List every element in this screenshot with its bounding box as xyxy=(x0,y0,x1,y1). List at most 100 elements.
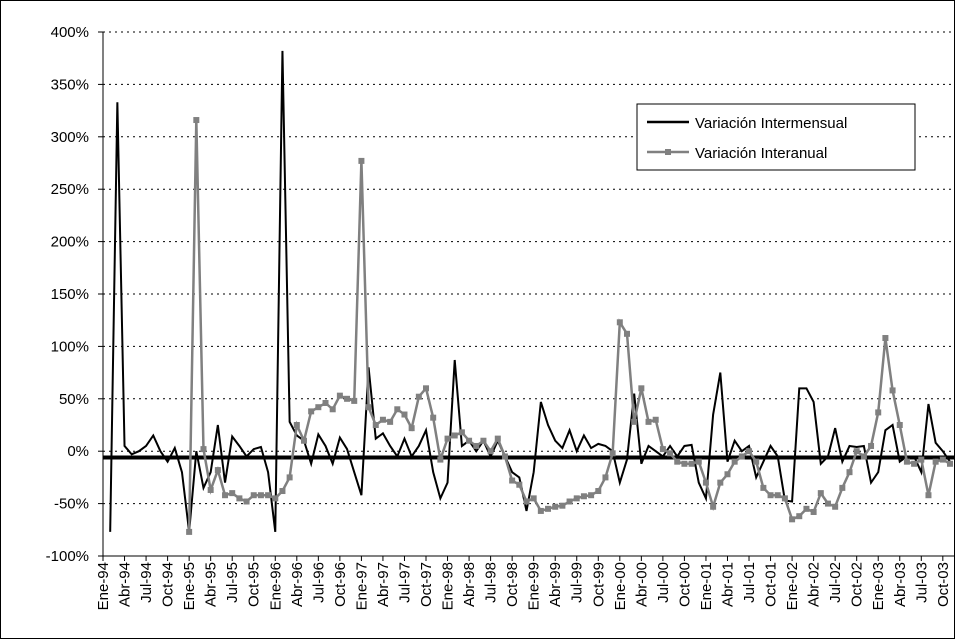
series-marker xyxy=(336,392,343,399)
x-tick-label: Abr-95 xyxy=(203,562,220,607)
legend-box xyxy=(636,103,916,171)
series-marker xyxy=(903,458,910,465)
series-marker xyxy=(803,505,810,512)
series-marker xyxy=(573,495,580,502)
x-tick-label: Ene-97 xyxy=(353,562,370,610)
series-marker xyxy=(875,409,882,416)
series-marker xyxy=(681,460,688,467)
y-tick-label: 0% xyxy=(67,443,89,460)
y-tick-label: 150% xyxy=(51,286,89,303)
series-marker xyxy=(229,490,236,497)
y-tick-label: 400% xyxy=(51,24,89,41)
series-marker xyxy=(279,488,286,495)
series-marker xyxy=(853,448,860,455)
series-marker xyxy=(315,404,322,411)
series-marker xyxy=(580,493,587,500)
series-marker xyxy=(738,453,745,460)
x-tick-label: Oct-03 xyxy=(935,562,952,607)
series-marker xyxy=(623,330,630,337)
series-marker xyxy=(846,469,853,476)
series-marker xyxy=(638,385,645,392)
y-tick-label: 200% xyxy=(51,234,89,251)
x-tick-label: Jul-00 xyxy=(655,562,672,603)
series-marker xyxy=(896,422,903,428)
series-marker xyxy=(494,435,501,442)
series-marker xyxy=(616,319,623,326)
x-tick-label: Oct-95 xyxy=(246,562,263,607)
series-marker xyxy=(588,492,595,499)
series-marker xyxy=(860,453,867,460)
series-marker xyxy=(724,471,731,478)
legend-marker xyxy=(665,149,671,155)
series-marker xyxy=(372,422,379,428)
series-marker xyxy=(243,498,250,505)
series-marker xyxy=(265,492,272,499)
series-marker xyxy=(509,477,516,484)
series-marker xyxy=(394,406,401,413)
series-marker xyxy=(781,495,788,502)
series-marker xyxy=(516,481,523,488)
x-tick-label: Ene-96 xyxy=(267,562,284,610)
y-tick-label: 100% xyxy=(51,338,89,355)
series-marker xyxy=(186,528,193,535)
x-tick-label: Oct-96 xyxy=(332,562,349,607)
x-tick-label: Ene-02 xyxy=(784,562,801,610)
x-tick-label: Ene-03 xyxy=(870,562,887,610)
series-marker xyxy=(774,492,781,499)
series-marker xyxy=(308,408,315,415)
series-marker xyxy=(925,492,932,499)
series-marker xyxy=(329,406,336,413)
series-marker xyxy=(487,448,494,455)
legend-label: Variación Interanual xyxy=(695,145,827,162)
series-marker xyxy=(473,442,480,449)
x-tick-label: Abr-96 xyxy=(289,562,306,607)
series-marker xyxy=(444,435,451,442)
x-tick-label: Abr-00 xyxy=(633,562,650,607)
series-marker xyxy=(236,495,243,502)
series-marker xyxy=(602,474,609,481)
series-marker xyxy=(344,395,351,402)
series-marker xyxy=(552,503,559,510)
y-tick-label: -50% xyxy=(54,496,89,513)
x-tick-label: Oct-01 xyxy=(763,562,780,607)
series-marker xyxy=(659,446,666,453)
series-marker xyxy=(545,505,552,512)
series-marker xyxy=(408,425,415,432)
series-marker xyxy=(652,416,659,423)
series-marker xyxy=(810,508,817,515)
series-marker xyxy=(939,456,946,463)
series-marker xyxy=(207,486,214,493)
x-tick-label: Oct-00 xyxy=(676,562,693,607)
series-marker xyxy=(437,456,444,463)
x-tick-label: Oct-98 xyxy=(504,562,521,607)
series-marker xyxy=(753,458,760,465)
series-marker xyxy=(401,411,408,418)
series-marker xyxy=(824,500,831,507)
series-marker xyxy=(911,460,918,467)
series-marker xyxy=(731,458,738,465)
series-marker xyxy=(667,450,674,457)
series-marker xyxy=(530,495,537,502)
series-marker xyxy=(480,437,487,444)
x-tick-label: Abr-03 xyxy=(892,562,909,607)
series-marker xyxy=(702,479,709,486)
x-tick-label: Jul-94 xyxy=(138,562,155,603)
series-marker xyxy=(688,460,695,467)
series-marker xyxy=(645,418,652,425)
series-marker xyxy=(717,479,724,486)
x-tick-label: Jul-99 xyxy=(569,562,586,603)
x-tick-label: Abr-94 xyxy=(117,562,134,607)
x-tick-label: Abr-99 xyxy=(547,562,564,607)
series-marker xyxy=(193,117,200,124)
series-line xyxy=(109,50,951,533)
series-marker xyxy=(868,442,875,449)
series-marker xyxy=(537,507,544,514)
series-marker xyxy=(932,458,939,465)
series-marker xyxy=(351,397,358,404)
series-marker xyxy=(817,490,824,497)
legend-label: Variación Intermensual xyxy=(695,115,847,132)
series-marker xyxy=(595,488,602,495)
x-tick-label: Jul-96 xyxy=(310,562,327,603)
x-tick-label: Jul-98 xyxy=(483,562,500,603)
